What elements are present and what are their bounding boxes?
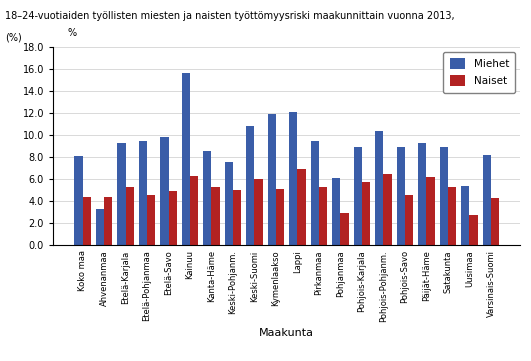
Text: %: % [67,28,76,38]
Bar [225,162,233,245]
Bar [246,126,254,245]
Bar [483,155,491,245]
Bar [139,141,147,245]
Bar [160,138,168,245]
Bar [397,147,405,245]
Bar [340,213,349,245]
Bar [426,177,435,245]
Bar [211,187,220,245]
X-axis label: Maakunta: Maakunta [259,327,314,338]
Bar [182,73,190,245]
Bar [332,178,340,245]
Bar [82,197,91,245]
Bar [297,169,306,245]
Bar [319,187,327,245]
Bar [74,156,82,245]
Bar [362,182,370,245]
Bar [168,191,177,245]
Legend: Miehet, Naiset: Miehet, Naiset [443,52,515,93]
Bar [190,176,198,245]
Bar [104,197,112,245]
Bar [233,190,241,245]
Bar [375,131,383,245]
Bar [461,186,469,245]
Text: (%): (%) [5,32,22,43]
Bar [276,189,284,245]
Bar [117,143,125,245]
Bar [203,151,211,245]
Bar [469,214,478,245]
Bar [311,141,319,245]
Bar [448,187,456,245]
Bar [491,198,499,245]
Bar [147,195,155,245]
Bar [418,143,426,245]
Text: 18–24-vuotiaiden työllisten miesten ja naisten työttömyysriski maakunnittain vuo: 18–24-vuotiaiden työllisten miesten ja n… [5,11,455,21]
Bar [383,174,392,245]
Bar [254,179,263,245]
Bar [405,195,413,245]
Bar [125,187,134,245]
Bar [354,147,362,245]
Bar [289,112,297,245]
Bar [96,209,104,245]
Bar [440,147,448,245]
Bar [268,114,276,245]
